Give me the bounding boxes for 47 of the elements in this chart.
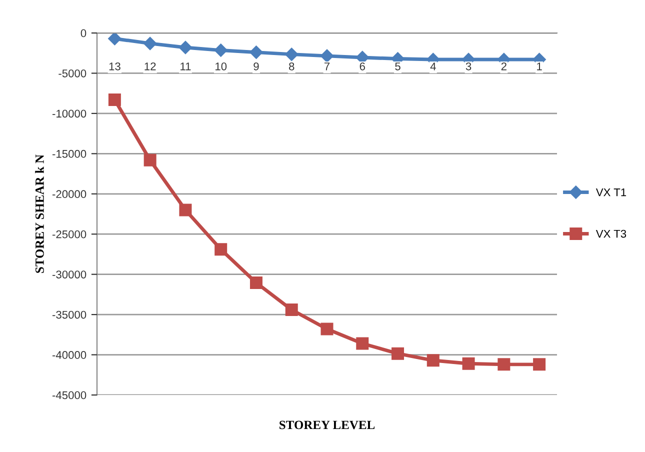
y-tick-label: -25000 bbox=[52, 230, 86, 238]
x-tick-label: 6 bbox=[360, 62, 365, 70]
point bbox=[214, 44, 228, 57]
point bbox=[143, 36, 157, 50]
point bbox=[498, 358, 510, 371]
point bbox=[533, 358, 546, 371]
point bbox=[285, 48, 298, 61]
x-tick-label: 10 bbox=[216, 62, 227, 70]
point bbox=[179, 204, 192, 216]
point bbox=[392, 347, 404, 360]
y-tick-label: -10000 bbox=[52, 110, 86, 118]
legend-label: VX T3 bbox=[596, 230, 626, 238]
point bbox=[144, 154, 156, 166]
point bbox=[108, 94, 121, 106]
point bbox=[320, 49, 334, 63]
point bbox=[250, 276, 262, 290]
x-tick-label: 9 bbox=[254, 62, 259, 70]
x-tick-label: 13 bbox=[109, 62, 120, 70]
point bbox=[214, 243, 228, 256]
y-tick-label: -5000 bbox=[58, 69, 86, 78]
x-tick-label: 12 bbox=[144, 62, 156, 70]
y-tick-label: -20000 bbox=[52, 190, 86, 198]
y-tick-label: -35000 bbox=[52, 310, 86, 319]
y-tick-label: -30000 bbox=[52, 270, 86, 278]
y-tick-label: -45000 bbox=[52, 391, 86, 400]
y-axis-title: STOREY SHEAR k N bbox=[35, 154, 44, 273]
y-tick-label: -15000 bbox=[52, 150, 86, 158]
point bbox=[462, 357, 475, 370]
x-tick-label: 5 bbox=[395, 62, 400, 70]
y-tick-label: -40000 bbox=[52, 351, 86, 359]
point bbox=[356, 337, 369, 350]
x-axis-title: STOREY LEVEL bbox=[280, 420, 375, 430]
point bbox=[426, 354, 440, 367]
point bbox=[285, 303, 298, 316]
point bbox=[178, 40, 192, 54]
x-tick-label: 7 bbox=[324, 62, 330, 70]
x-tick-label: 3 bbox=[466, 62, 472, 70]
legend-label: VX T1 bbox=[596, 188, 626, 196]
x-tick-label: 2 bbox=[501, 62, 506, 70]
x-tick-label: 4 bbox=[430, 62, 436, 70]
x-tick-label: 1 bbox=[537, 62, 542, 70]
x-tick-label: 8 bbox=[289, 62, 294, 70]
point bbox=[108, 33, 122, 46]
x-tick-label: 11 bbox=[180, 62, 191, 70]
y-tick-label: 0 bbox=[80, 29, 86, 38]
point bbox=[320, 322, 334, 336]
point bbox=[250, 46, 263, 59]
